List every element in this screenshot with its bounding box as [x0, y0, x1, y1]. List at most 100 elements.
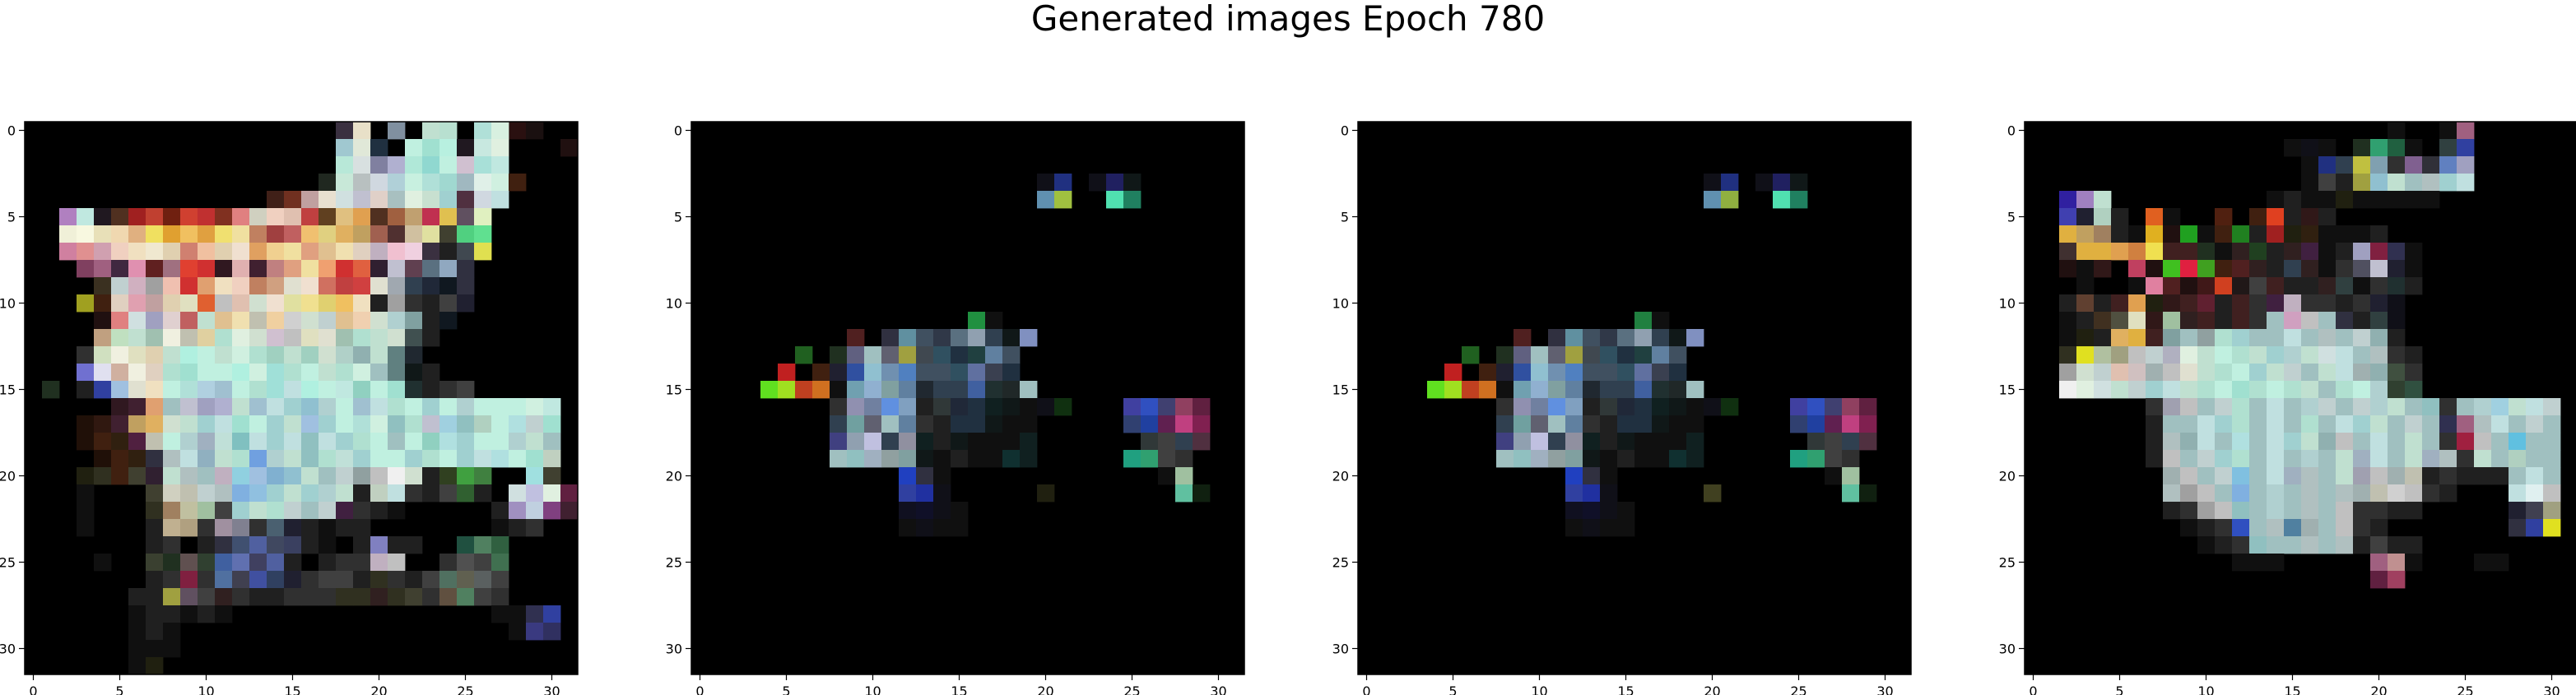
image-pixel [146, 484, 164, 503]
image-pixel [491, 502, 509, 520]
image-pixel [2128, 277, 2146, 295]
image-pixel [422, 571, 440, 589]
image-pixel [249, 519, 267, 537]
image-pixel [1825, 415, 1843, 433]
image-pixel [2249, 329, 2267, 347]
image-pixel [2163, 450, 2181, 468]
image-pixel [128, 433, 146, 451]
image-pixel [284, 502, 302, 520]
image-pixel [422, 433, 440, 451]
image-pixel [2249, 433, 2267, 451]
image-pixel [491, 122, 509, 140]
image-pixel [881, 433, 900, 451]
image-pixel [1037, 398, 1055, 416]
image-pixel [405, 208, 423, 226]
image-pixel [2526, 415, 2544, 433]
image-pixel [198, 536, 216, 554]
image-pixel [146, 571, 164, 589]
image-pixel [1859, 398, 1877, 416]
image-pixel [2474, 415, 2492, 433]
image-pixel [2076, 208, 2095, 226]
image-pixel [301, 415, 319, 433]
image-pixel [2249, 277, 2267, 295]
image-pixel [2232, 225, 2250, 243]
image-pixel [1565, 329, 1583, 347]
image-pixel [232, 588, 250, 606]
image-pixel [491, 139, 509, 157]
image-pixel [94, 381, 112, 399]
image-pixel [1583, 467, 1601, 485]
image-pixel [2215, 450, 2233, 468]
image-pixel [1565, 415, 1583, 433]
image-pixel [1686, 381, 1704, 399]
image-pixel [916, 346, 934, 364]
image-pixel [180, 346, 198, 364]
image-pixel [933, 450, 951, 468]
image-pixel [2301, 415, 2319, 433]
image-pixel [1842, 450, 1860, 468]
image-pixel [59, 243, 77, 261]
image-pixel [2370, 519, 2388, 537]
image-pixel [284, 415, 302, 433]
image-pixel [2249, 346, 2267, 364]
image-pixel [2526, 450, 2544, 468]
image-pixel [232, 450, 250, 468]
image-pixel [388, 502, 406, 520]
image-pixel [405, 381, 423, 399]
image-pixel [111, 415, 129, 433]
image-pixel [2336, 260, 2354, 278]
image-pixel [405, 484, 423, 503]
image-pixel [474, 484, 492, 503]
image-pixel [388, 364, 406, 382]
image-pixel [1600, 364, 1618, 382]
image-pixel [77, 502, 95, 520]
image-pixel [232, 208, 250, 226]
x-tick-label: 20 [370, 683, 387, 695]
image-pixel [198, 605, 216, 623]
image-pixel [1531, 364, 1549, 382]
image-pixel [388, 450, 406, 468]
image-pixel [2318, 415, 2337, 433]
image-pixel [933, 329, 951, 347]
image-pixel [388, 208, 406, 226]
image-pixel [370, 191, 388, 209]
image-pixel [180, 260, 198, 278]
y-tick-label: 15 [1332, 382, 1349, 398]
image-panel-3: 0 5 10 15 20 25 30 0 5 10 15 20 25 30 [1332, 121, 1912, 695]
image-pixel [353, 225, 371, 243]
image-pixel [249, 536, 267, 554]
image-pixel [474, 122, 492, 140]
x-tick-label: 10 [198, 683, 214, 695]
image-pixel [370, 346, 388, 364]
x-tick-label: 10 [864, 683, 881, 695]
image-pixel [405, 191, 423, 209]
y-tick-label: 15 [1999, 382, 2016, 398]
image-pixel [128, 260, 146, 278]
image-pixel [2370, 398, 2388, 416]
image-pixel [2111, 329, 2129, 347]
image-pixel [2284, 260, 2302, 278]
image-pixel [2353, 346, 2371, 364]
image-pixel [267, 433, 285, 451]
image-pixel [457, 208, 475, 226]
image-pixel [2197, 277, 2216, 295]
image-pixel [457, 554, 475, 572]
image-pixel [2318, 156, 2337, 174]
image-pixel [301, 450, 319, 468]
image-pixel [1531, 381, 1549, 399]
image-pixel [1175, 450, 1193, 468]
image-pixel [388, 294, 406, 313]
image-pixel [2301, 174, 2319, 192]
image-pixel [1790, 450, 1808, 468]
image-pixel [353, 260, 371, 278]
image-pixel [2353, 191, 2371, 209]
image-pixel [163, 381, 181, 399]
image-pixel [933, 502, 951, 520]
image-pixel [1825, 398, 1843, 416]
y-tick-label: 20 [1332, 469, 1349, 484]
image-pixel [2301, 364, 2319, 382]
image-pixel [1600, 381, 1618, 399]
image-pixel [180, 277, 198, 295]
image-pixel [1123, 415, 1142, 433]
image-pixel [353, 536, 371, 554]
